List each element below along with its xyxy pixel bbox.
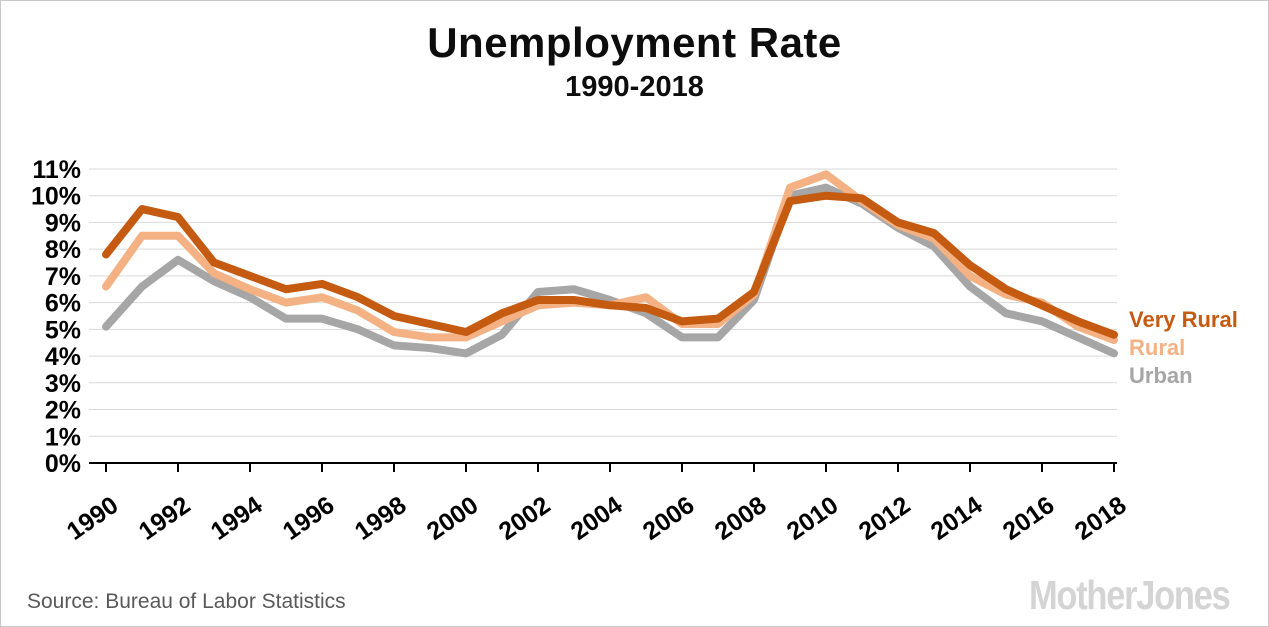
y-tick-label: 3% <box>45 370 81 398</box>
x-tick-label: 2008 <box>710 491 772 546</box>
x-tick-label: 1990 <box>62 491 124 546</box>
x-tick-label: 1992 <box>134 491 196 546</box>
source-note: Source: Bureau of Labor Statistics <box>27 590 346 613</box>
x-tick-label: 2000 <box>422 491 484 546</box>
legend-item-rural: Rural <box>1129 335 1186 360</box>
x-tick-label: 2012 <box>854 491 916 546</box>
y-tick-label: 11% <box>32 156 81 184</box>
x-tick-label: 2004 <box>566 491 628 546</box>
mother-jones-logo: MotherJones <box>1029 572 1231 618</box>
x-tick-label: 2010 <box>782 491 844 546</box>
y-axis-labels: 0%1%2%3%4%5%6%7%8%9%10%11% <box>31 156 81 478</box>
x-tick-label: 1998 <box>350 491 412 546</box>
series-line-urban <box>102 183 1118 358</box>
y-tick-label: 0% <box>45 450 81 478</box>
y-tick-label: 6% <box>45 290 81 318</box>
series-line-very-rural <box>102 191 1118 339</box>
y-tick-label: 2% <box>45 397 81 425</box>
x-tick-label: 2014 <box>926 491 988 546</box>
y-tick-label: 7% <box>45 263 81 291</box>
x-tick-label: 1996 <box>278 491 340 546</box>
x-tick-label: 2016 <box>998 491 1060 546</box>
y-tick-label: 9% <box>45 209 81 237</box>
y-tick-label: 4% <box>45 343 81 371</box>
legend-item-urban: Urban <box>1129 363 1193 388</box>
chart-subtitle: 1990-2018 <box>565 71 704 103</box>
x-tick-label: 2006 <box>638 491 700 546</box>
legend-item-very-rural: Very Rural <box>1129 307 1238 332</box>
y-tick-label: 1% <box>45 423 81 451</box>
x-axis: 1990 1992 1994 1996 1998 2000 2002 2004 2006 2008… <box>62 462 1132 546</box>
x-tick-label: 1994 <box>206 491 268 546</box>
y-tick-label: 8% <box>45 236 81 264</box>
y-tick-label: 10% <box>31 183 81 211</box>
y-tick-label: 5% <box>45 316 81 344</box>
chart-title: Unemployment Rate <box>427 19 842 66</box>
legend: Very Rural Rural Urban <box>1129 306 1238 390</box>
x-tick-label: 2002 <box>494 491 556 546</box>
x-tick-label: 2018 <box>1070 491 1132 546</box>
